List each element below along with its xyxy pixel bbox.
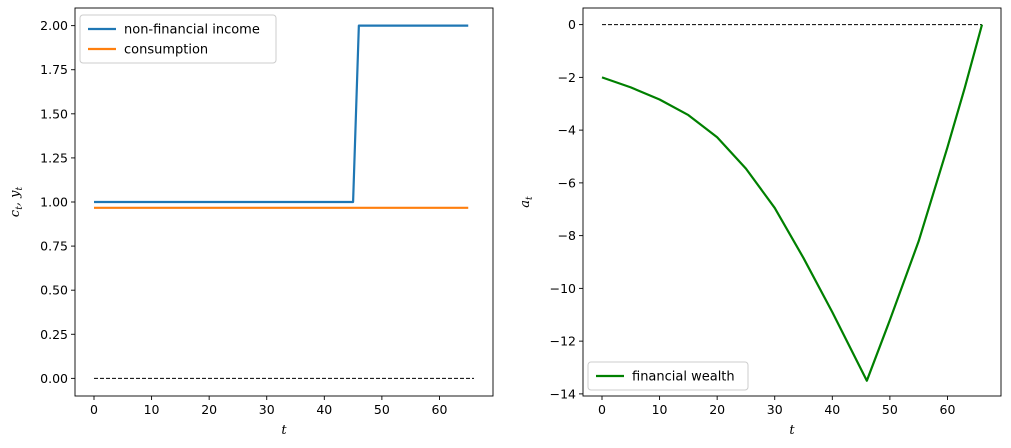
y-tick-label: 1.50 [40, 106, 68, 121]
y-tick-label: 0.50 [40, 283, 68, 298]
legend-label: financial wealth [632, 370, 735, 385]
y-tick-label: 0 [568, 17, 576, 32]
legend-label: non-financial income [124, 23, 260, 38]
series-line-non-financial-income [94, 24, 469, 204]
legend-box [79, 14, 277, 64]
x-tick-label: 50 [882, 402, 898, 417]
y-tick-label: 0.00 [40, 371, 68, 386]
y-tick-label: 1.25 [40, 150, 68, 165]
y-tick-label: −10 [550, 281, 576, 296]
x-tick-label: 40 [824, 402, 840, 417]
legend: non-financial income consumption [79, 14, 277, 64]
x-tick-label: 30 [767, 402, 783, 417]
x-tick-label: 10 [652, 402, 668, 417]
y-tick-label: 1.75 [40, 62, 68, 77]
y-tick-label: −2 [558, 70, 576, 85]
y-tick-label: −12 [550, 334, 576, 349]
legend: financial wealth [587, 361, 749, 391]
y-tick-label: −4 [558, 123, 576, 138]
x-tick-label: 0 [598, 402, 606, 417]
x-tick-label: 30 [259, 402, 275, 417]
legend-box [587, 361, 749, 391]
legend-label: consumption [124, 43, 208, 58]
y-tick-label: −8 [558, 228, 576, 243]
x-tick-label: 50 [374, 402, 390, 417]
income-consumption-chart: 0 10 20 30 40 50 60 0.00 0.25 0.50 0.75 1.00 1.25 1.5… [8, 7, 494, 438]
y-tick-label: 0.75 [40, 239, 68, 254]
x-axis-label: t [789, 423, 795, 438]
y-axis-label: ct, yt [8, 187, 25, 218]
series-line-financial-wealth [601, 24, 984, 382]
y-axis-label: at [518, 196, 535, 208]
x-tick-label: 20 [201, 402, 217, 417]
y-tick-label: 2.00 [40, 18, 68, 33]
y-tick-label: 0.25 [40, 327, 68, 342]
financial-wealth-chart: 0 10 20 30 40 50 60 0 −2 −4 −6 −8 −10 −12 −14 t at financ… [518, 7, 1002, 438]
x-tick-label: 0 [90, 402, 98, 417]
x-tick-label: 40 [316, 402, 332, 417]
x-tick-label: 60 [432, 402, 448, 417]
x-tick-label: 60 [940, 402, 956, 417]
y-tick-label: −14 [550, 386, 576, 401]
y-tick-label: 1.00 [40, 195, 68, 210]
plot-frame [582, 7, 1002, 397]
x-tick-label: 20 [709, 402, 725, 417]
y-tick-label: −6 [558, 175, 576, 190]
x-axis-label: t [281, 423, 287, 438]
x-tick-label: 10 [144, 402, 160, 417]
